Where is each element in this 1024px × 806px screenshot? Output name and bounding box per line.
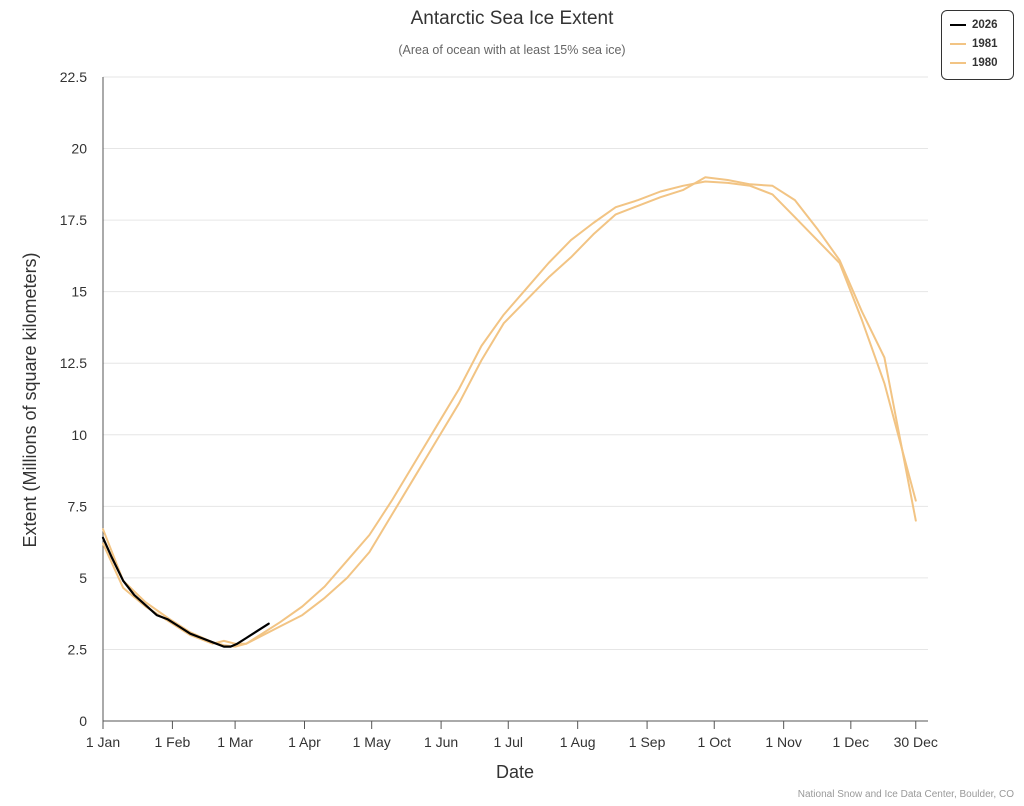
legend: 2026 1981 1980 (941, 10, 1014, 80)
x-tick-label: 1 Oct (698, 734, 732, 750)
x-tick-label: 1 Sep (629, 734, 666, 750)
legend-swatch-1981 (950, 42, 966, 45)
x-tick-label: 1 May (353, 734, 391, 750)
x-tick-label: 1 Mar (217, 734, 253, 750)
y-tick-label: 20 (71, 141, 87, 157)
x-axis-label: Date (496, 762, 534, 782)
y-tick-label: 0 (79, 713, 87, 729)
y-tick-label: 15 (71, 284, 87, 300)
chart-subtitle: (Area of ocean with at least 15% sea ice… (398, 43, 626, 57)
legend-label-1981: 1981 (972, 37, 998, 50)
legend-label-1980: 1980 (972, 56, 998, 69)
x-tick-label: 30 Dec (894, 734, 938, 750)
legend-swatch-1980 (950, 61, 966, 64)
y-axis-label: Extent (Millions of square kilometers) (20, 252, 40, 547)
x-tick-label: 1 Apr (288, 734, 321, 750)
series-line-1981[interactable] (102, 180, 917, 648)
gridlines (103, 76, 928, 650)
credit-text: National Snow and Ice Data Center, Bould… (797, 789, 1014, 800)
legend-item-1981[interactable]: 1981 (942, 34, 1013, 53)
x-tick-label: 1 Dec (833, 734, 870, 750)
x-tick-label: 1 Feb (155, 734, 191, 750)
x-tick-label: 1 Jan (86, 734, 120, 750)
y-tick-label: 2.5 (68, 641, 88, 657)
y-tick-label: 10 (71, 427, 87, 443)
y-tick-label: 7.5 (68, 498, 88, 514)
y-tick-label: 17.5 (60, 212, 87, 228)
x-tick-label: 1 Jul (493, 734, 523, 750)
y-tick-label: 22.5 (60, 69, 87, 85)
y-tick-label: 12.5 (60, 355, 87, 371)
x-tick-label: 1 Nov (765, 734, 802, 750)
x-tick-label: 1 Jun (424, 734, 458, 750)
legend-item-2026[interactable]: 2026 (942, 15, 1013, 34)
series-lines (101, 176, 917, 648)
series-line-2026[interactable] (101, 536, 270, 648)
legend-swatch-2026 (950, 23, 966, 26)
y-tick-label: 5 (79, 570, 87, 586)
axes: 0 2.5 5 7.5 10 12.5 15 17.5 20 22.5 1 Jan 1 Feb 1 Ma… (60, 69, 938, 750)
legend-item-1980[interactable]: 1980 (942, 53, 1013, 72)
series-line-1980[interactable] (102, 176, 917, 645)
chart-title: Antarctic Sea Ice Extent (410, 8, 614, 29)
x-tick-label: 1 Aug (560, 734, 596, 750)
legend-label-2026: 2026 (972, 18, 998, 31)
